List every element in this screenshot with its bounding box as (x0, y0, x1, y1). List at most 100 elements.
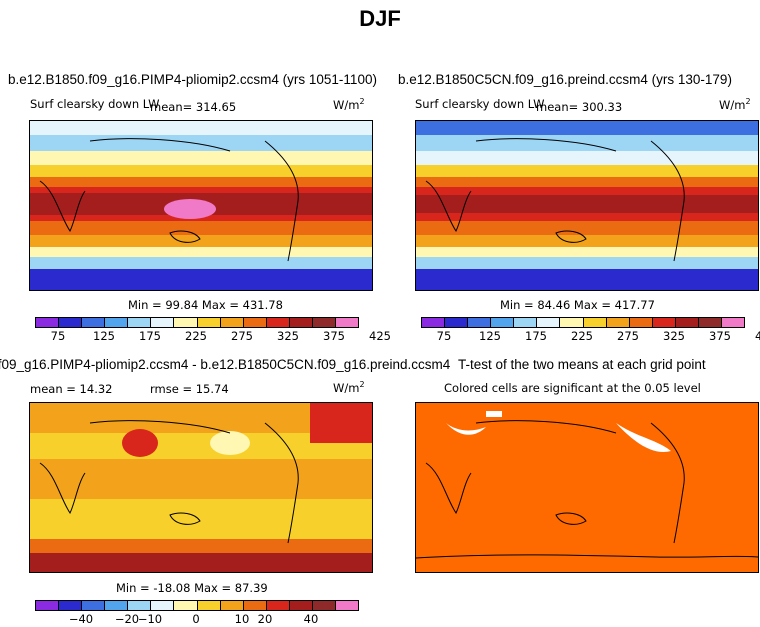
cbar1-swatch (266, 318, 290, 327)
cbar3-swatch (59, 601, 83, 610)
panel3-coastline-eurasia (89, 420, 231, 434)
colorbar-tick-label: 375 (323, 329, 345, 343)
panel1-coastline-africa (39, 180, 86, 232)
panel3-neutral-pacific (210, 431, 250, 455)
panel4-coastline-eurasia (475, 420, 617, 434)
panel2-coastline-eurasia (475, 138, 617, 152)
cbar2-swatch (560, 318, 584, 327)
panel4-nonsig-patch-2 (616, 423, 671, 452)
panel1-units-base: W/m (333, 97, 360, 112)
panel2-band-subtrop-s (416, 221, 758, 235)
panel1-mean: mean= 314.65 (150, 100, 237, 114)
cbar2-swatch (629, 318, 653, 327)
panel2-variable: Surf clearsky down LW (415, 97, 545, 111)
panel3-stats: Min = -18.08 Max = 87.39 (116, 581, 268, 595)
panel1-coastline-americas (264, 140, 299, 262)
cbar3-swatch (289, 601, 313, 610)
cbar1-swatch (82, 318, 106, 327)
panel3-rmse: rmse = 15.74 (150, 382, 229, 396)
colorbar-tick-label: 275 (231, 329, 253, 343)
colorbar-tick-label: 40 (303, 612, 319, 626)
panel1-title: b.e12.B1850.f09_g16.PIMP4-pliomip2.ccsm4… (8, 72, 377, 87)
panel1-band-midlat-s (30, 235, 372, 247)
colorbar-tick-label: 375 (709, 329, 731, 343)
panel4-significant-area (416, 403, 758, 572)
panel4-coastline-americas (650, 422, 685, 544)
panel3-map (29, 402, 373, 573)
colorbar-tick-label: 325 (277, 329, 299, 343)
panel2-band-midlat-s (416, 235, 758, 247)
cbar2-swatch (675, 318, 699, 327)
colorbar-tick-label: 125 (93, 329, 115, 343)
cbar2-swatch (722, 318, 745, 327)
panel3-title: .f09_g16.PIMP4-pliomip2.ccsm4 - b.e12.B1… (0, 357, 451, 372)
panel1-variable: Surf clearsky down LW (30, 97, 160, 111)
panel1-band-polar-n (30, 121, 372, 135)
panel2-coastline-americas (650, 140, 685, 262)
cbar1-swatch (336, 318, 359, 327)
panel4-coastline-australia (555, 512, 587, 525)
panel1-band-subtrop-s (30, 221, 372, 235)
colorbar-tick-label: −20 (114, 612, 140, 626)
cbar2-swatch (491, 318, 515, 327)
cbar2-swatch (606, 318, 630, 327)
colorbar-tick-label: 125 (479, 329, 501, 343)
cbar3-swatch (128, 601, 152, 610)
cbar1-swatch (197, 318, 221, 327)
cbar1-swatch (128, 318, 152, 327)
cbar1-swatch (312, 318, 337, 327)
panel2-mean: mean= 300.33 (536, 100, 623, 114)
cbar3-swatch (174, 601, 198, 610)
panel2-stats: Min = 84.46 Max = 417.77 (500, 298, 655, 312)
cbar1-swatch (151, 318, 175, 327)
panel3-colorbar (35, 600, 359, 611)
panel2-units-base: W/m (719, 97, 746, 112)
panel1-band-antarctica (30, 269, 372, 290)
panel3-band-antarctica (30, 553, 372, 572)
panel4-map (415, 402, 759, 573)
panel1-warm-pool (164, 199, 216, 219)
panel3-mean: mean = 14.32 (30, 382, 113, 396)
panel1-map (29, 120, 373, 291)
panel2-band-midlat-n (416, 151, 758, 165)
panel2-colorbar (421, 317, 745, 328)
panel2-band-highlat-n (416, 135, 758, 151)
panel4-map-svg (416, 403, 758, 572)
panel1-band-midlat-n (30, 151, 372, 165)
colorbar-tick-label: 10 (234, 612, 250, 626)
colorbar-tick-label: 425 (755, 329, 760, 343)
cbar3-swatch (36, 601, 60, 610)
panel1-band-southern-ocean (30, 247, 372, 257)
cbar3-swatch (197, 601, 221, 610)
cbar2-swatch (445, 318, 469, 327)
panel4-coastline-africa (425, 462, 472, 514)
panel2-units: W/m2 (719, 97, 751, 112)
panel2-units-exp: 2 (745, 97, 751, 106)
cbar2-swatch (468, 318, 492, 327)
panel2-band-equator (416, 195, 758, 213)
panel3-band-tropics (30, 459, 372, 499)
cbar1-swatch (220, 318, 244, 327)
cbar1-swatch (243, 318, 267, 327)
panel3-band-south (30, 499, 372, 539)
cbar2-swatch (583, 318, 607, 327)
panel2-band-subpolar-s (416, 257, 758, 269)
cbar3-swatch (151, 601, 175, 610)
panel1-coastline-eurasia (89, 138, 231, 152)
panel1-coastline-australia (169, 230, 201, 243)
colorbar-tick-label: 20 (257, 612, 273, 626)
panel2-coastline-australia (555, 230, 587, 243)
cbar2-swatch (698, 318, 723, 327)
colorbar-tick-label: 425 (369, 329, 391, 343)
panel1-units: W/m2 (333, 97, 365, 112)
panel1-map-svg (30, 121, 372, 290)
cbar1-swatch (289, 318, 313, 327)
colorbar-tick-label: 225 (571, 329, 593, 343)
panel3-units: W/m2 (333, 380, 365, 395)
cbar1-swatch (174, 318, 198, 327)
panel1-band-subpolar-s (30, 257, 372, 269)
cbar2-swatch (422, 318, 446, 327)
panel4-subtitle: Colored cells are significant at the 0.0… (444, 381, 701, 395)
panel3-coastline-americas (264, 422, 299, 544)
panel2-band-southern-ocean (416, 247, 758, 257)
